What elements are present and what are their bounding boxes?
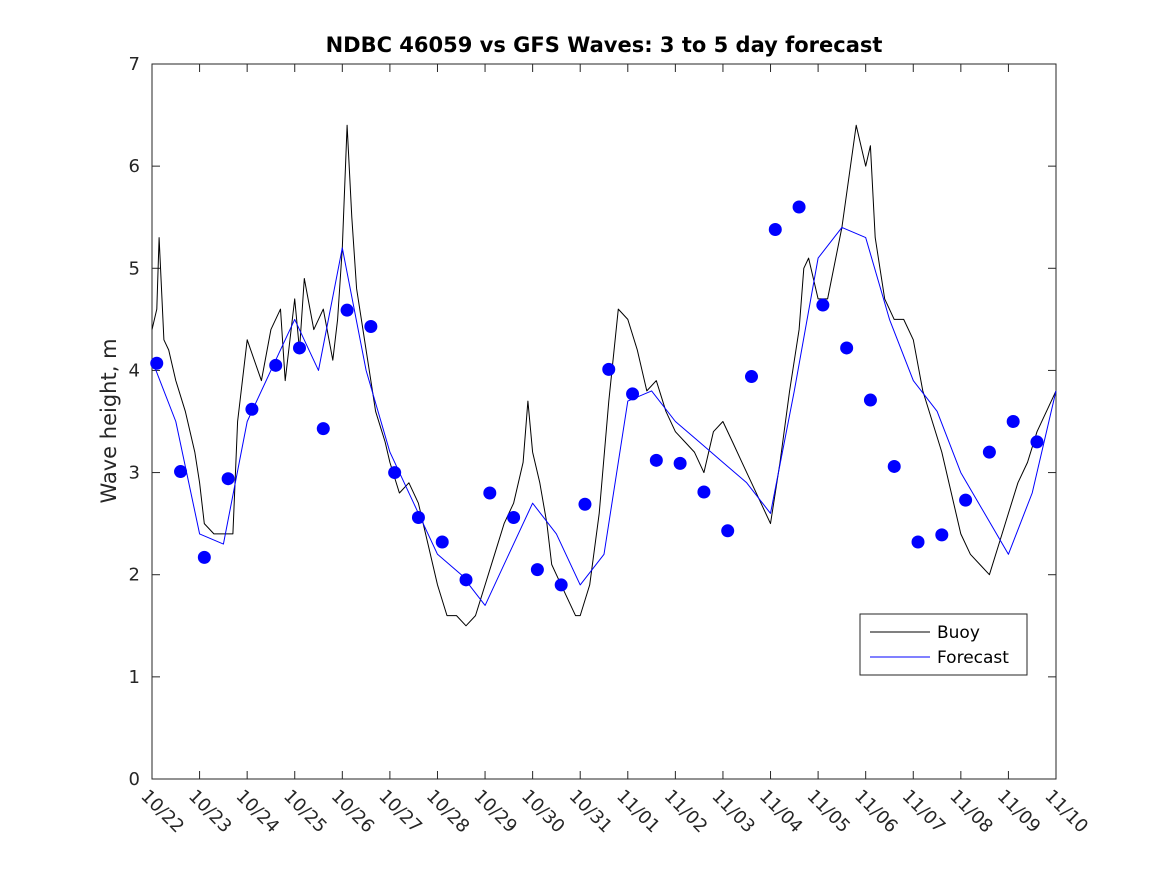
plot-area: 0123456710/2210/2310/2410/2510/2610/2710… <box>129 54 1092 837</box>
forecast-marker <box>269 358 283 372</box>
forecast-marker <box>982 445 996 459</box>
forecast-marker <box>578 497 592 511</box>
forecast-marker <box>744 370 758 384</box>
forecast-marker <box>911 535 925 549</box>
y-tick-label: 6 <box>129 156 140 177</box>
forecast-marker <box>507 511 521 525</box>
chart-title: NDBC 46059 vs GFS Waves: 3 to 5 day fore… <box>326 33 883 57</box>
forecast-marker <box>626 387 640 401</box>
forecast-marker <box>340 303 354 317</box>
forecast-marker <box>435 535 449 549</box>
y-tick-label: 3 <box>129 463 140 484</box>
forecast-marker <box>197 550 211 564</box>
forecast-marker <box>411 511 425 525</box>
forecast-marker <box>721 524 735 538</box>
forecast-marker <box>697 485 711 499</box>
y-tick-label: 5 <box>129 258 140 279</box>
forecast-marker <box>459 573 473 587</box>
forecast-marker <box>816 298 830 312</box>
forecast-marker <box>388 466 402 480</box>
forecast-marker <box>483 486 497 500</box>
forecast-marker <box>792 200 806 214</box>
y-tick-label: 4 <box>129 360 140 381</box>
forecast-marker <box>887 459 901 473</box>
series-line-forecast <box>151 226 1057 606</box>
forecast-marker <box>316 422 330 436</box>
forecast-marker <box>554 578 568 592</box>
y-tick-label: 0 <box>129 769 140 790</box>
forecast-marker <box>602 362 616 376</box>
legend-box <box>859 613 1028 676</box>
forecast-marker <box>649 453 663 467</box>
forecast-marker <box>840 341 854 355</box>
y-axis-label: Wave height, m <box>97 338 121 503</box>
forecast-marker <box>673 456 687 470</box>
forecast-marker <box>530 563 544 577</box>
forecast-marker <box>863 393 877 407</box>
forecast-marker <box>221 472 235 486</box>
forecast-marker <box>1006 415 1020 428</box>
legend-buoy-label: Buoy <box>937 623 980 643</box>
forecast-marker <box>364 320 378 334</box>
forecast-marker <box>174 465 188 479</box>
forecast-marker <box>959 493 973 507</box>
forecast-marker <box>935 528 949 542</box>
legend-forecast-label: Forecast <box>937 648 1009 668</box>
forecast-marker <box>150 356 164 370</box>
y-tick-label: 1 <box>129 667 140 688</box>
y-tick-label: 2 <box>129 565 140 586</box>
forecast-marker <box>292 341 306 355</box>
y-tick-label: 7 <box>129 54 140 75</box>
forecast-marker <box>245 402 259 416</box>
legend: Buoy Forecast <box>859 613 1028 676</box>
forecast-marker <box>768 222 782 236</box>
forecast-marker <box>1030 435 1044 449</box>
